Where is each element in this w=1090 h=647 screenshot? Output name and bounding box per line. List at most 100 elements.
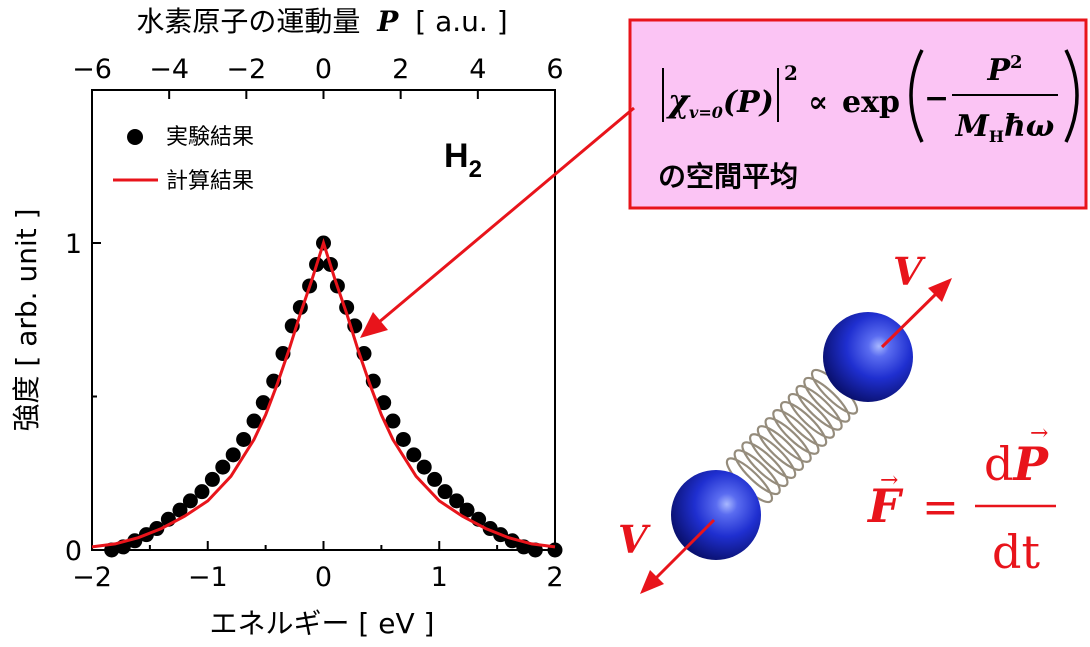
spring-coil bbox=[733, 449, 781, 496]
series-experiment bbox=[104, 235, 563, 558]
newton-equation: → F = → dP dt bbox=[866, 421, 1056, 579]
data-point bbox=[255, 395, 271, 411]
formula-minus: − bbox=[924, 81, 949, 116]
atom-bottom-sphere bbox=[671, 470, 761, 560]
top-tick-label: 4 bbox=[469, 54, 486, 85]
spring-coil bbox=[764, 417, 812, 463]
equation-lhs: F bbox=[866, 479, 904, 533]
data-point bbox=[376, 395, 392, 411]
left-tick-label: 0 bbox=[65, 536, 82, 567]
formula-caption: の空間平均 bbox=[658, 160, 798, 193]
spring-coil bbox=[795, 384, 843, 431]
top-axis-title-text: 水素原子の運動量 bbox=[136, 5, 360, 38]
formula-box: χv=0(P) 2 ∝ exp − P2 MHħω の空間平均 bbox=[628, 18, 1088, 210]
data-point bbox=[395, 431, 411, 447]
equation-numerator-var: P bbox=[1011, 437, 1049, 491]
left-tick-label: 1 bbox=[65, 229, 82, 260]
formula-box-frame bbox=[628, 18, 1088, 210]
data-point bbox=[182, 493, 198, 509]
formula-chi-symbol: χ bbox=[666, 82, 691, 120]
top-axis-title-symbol: P bbox=[376, 5, 399, 38]
legend-label-experiment: 実験結果 bbox=[166, 125, 254, 150]
bottom-tick-label: 1 bbox=[431, 562, 448, 593]
left-axis-ticks: 01 bbox=[65, 229, 101, 567]
y-axis-label: 強度 [ arb. unit ] bbox=[10, 208, 43, 431]
velocity-label-bottom: V bbox=[618, 517, 651, 562]
formula-denominator-subscript: H bbox=[989, 127, 1004, 146]
big-paren-left bbox=[909, 49, 924, 143]
equation-numerator-d: d bbox=[984, 437, 1013, 491]
formula-chi-argument: (P) bbox=[723, 85, 774, 120]
data-point bbox=[416, 459, 432, 475]
data-point bbox=[385, 413, 401, 429]
legend-marker-experiment bbox=[127, 129, 143, 145]
formula-proportional: ∝ bbox=[808, 85, 828, 120]
molecule-label-subscript: 2 bbox=[469, 156, 482, 183]
data-point bbox=[437, 484, 453, 500]
equation-numerator: dP bbox=[984, 437, 1049, 491]
formula-numerator-power: 2 bbox=[1010, 52, 1023, 73]
plot-frame bbox=[91, 89, 556, 551]
atom-top-sphere bbox=[823, 312, 913, 402]
formula-exp: exp bbox=[842, 85, 900, 120]
equation-denominator: dt bbox=[992, 525, 1040, 579]
spring-coil bbox=[803, 376, 851, 423]
top-tick-label: −2 bbox=[226, 54, 266, 85]
spring-coil bbox=[772, 409, 820, 455]
molecule-label: H2 bbox=[444, 137, 482, 183]
equation-equals: = bbox=[922, 482, 959, 533]
formula-denominator: MHħω bbox=[955, 109, 1055, 146]
data-point bbox=[215, 459, 231, 475]
chart: 水素原子の運動量 P [ a.u. ] −6 −4 −2 0 2 4 6 −2 −1 0 1 2 0… bbox=[10, 5, 564, 640]
formula-denominator-rest: ħω bbox=[1004, 109, 1054, 144]
top-tick-label: −6 bbox=[72, 54, 112, 85]
data-point bbox=[427, 471, 443, 487]
big-paren-right bbox=[1064, 49, 1079, 143]
formula-numerator: P2 bbox=[986, 52, 1022, 88]
velocity-arrow-top bbox=[880, 278, 952, 349]
top-tick-label: 2 bbox=[392, 54, 409, 85]
data-point bbox=[459, 502, 475, 518]
data-point bbox=[194, 484, 210, 500]
spring-coil bbox=[780, 401, 828, 447]
molecule-label-base: H bbox=[444, 137, 469, 175]
top-axis-ticks: −6 −4 −2 0 2 4 6 bbox=[72, 54, 564, 99]
bottom-tick-label: −2 bbox=[72, 562, 112, 593]
data-point bbox=[204, 471, 220, 487]
x-axis-label: エネルギー [ eV ] bbox=[210, 607, 435, 640]
data-point bbox=[246, 413, 262, 429]
formula-denominator-m: M bbox=[955, 109, 990, 144]
bottom-axis-ticks: −2 −1 0 1 2 bbox=[72, 541, 564, 593]
pointer-arrow bbox=[360, 106, 635, 338]
bottom-tick-label: 2 bbox=[546, 562, 563, 593]
spring-coil bbox=[741, 441, 789, 488]
data-point bbox=[225, 447, 241, 463]
top-tick-label: 0 bbox=[315, 54, 332, 85]
bottom-tick-label: −1 bbox=[188, 562, 228, 593]
molecule-illustration: V V bbox=[618, 249, 952, 594]
velocity-label-top: V bbox=[893, 249, 926, 294]
formula-power: 2 bbox=[784, 61, 798, 85]
bottom-tick-label: 0 bbox=[315, 562, 332, 593]
equation-numerator-arrow: → bbox=[1030, 421, 1048, 446]
formula-chi-subscript: v=0 bbox=[689, 103, 723, 122]
data-point bbox=[172, 502, 188, 518]
equation-lhs-arrow: → bbox=[880, 468, 898, 493]
data-point bbox=[406, 447, 422, 463]
formula-chi: χv=0(P) bbox=[666, 82, 774, 122]
top-axis-title-unit: [ a.u. ] bbox=[415, 5, 507, 38]
formula-numerator-base: P bbox=[986, 53, 1011, 88]
data-point bbox=[236, 431, 252, 447]
top-tick-label: −4 bbox=[149, 54, 189, 85]
data-point bbox=[449, 493, 465, 509]
spring-coil bbox=[749, 433, 797, 479]
spring-coil bbox=[756, 425, 804, 471]
top-tick-label: 6 bbox=[546, 54, 563, 85]
legend: 実験結果 計算結果 bbox=[113, 125, 254, 194]
velocity-arrow-bottom bbox=[640, 518, 716, 594]
spring-coil bbox=[787, 393, 835, 439]
top-axis-title: 水素原子の運動量 P [ a.u. ] bbox=[136, 5, 507, 38]
legend-label-calculation: 計算結果 bbox=[166, 169, 254, 194]
series-calculation-line bbox=[91, 238, 556, 549]
